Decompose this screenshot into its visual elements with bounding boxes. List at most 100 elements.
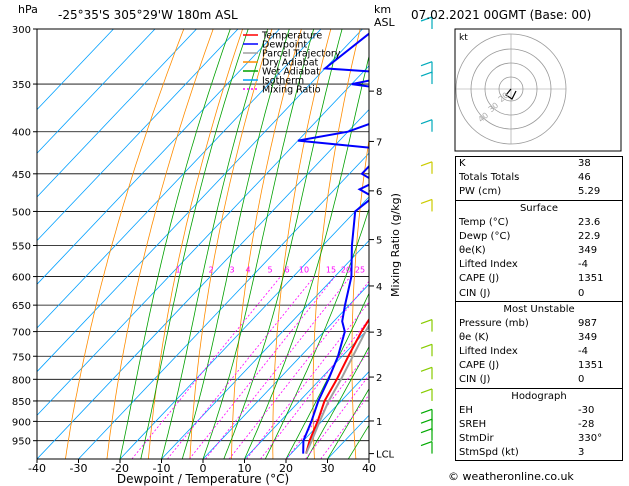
wet-adiabat	[306, 345, 369, 459]
km-tick-label: 2	[376, 373, 382, 384]
pressure-tick-label: 750	[12, 352, 31, 363]
isotherm	[37, 108, 369, 459]
wind-barb	[420, 343, 433, 349]
pressure-tick-label: 400	[12, 128, 31, 139]
mixing-ratio-label: 3	[229, 266, 234, 275]
most-unstable-title: Most Unstable	[456, 300, 622, 317]
x-tick-label: 30	[321, 462, 335, 475]
mixing-ratio-label: 20	[341, 266, 351, 275]
row-value: -4	[578, 346, 588, 358]
x-tick-label: -30	[70, 462, 88, 475]
row-value: 38	[578, 158, 591, 169]
isotherm	[78, 152, 369, 459]
mixing-ratio-line	[131, 276, 281, 459]
isotherm	[37, 29, 322, 329]
isotherm	[37, 65, 369, 416]
row-value: 0	[578, 374, 585, 386]
wind-barb	[420, 418, 433, 424]
table-row: Lifted Index -4	[456, 345, 622, 359]
mixing-ratio-line	[228, 280, 369, 459]
km-tick-label: 3	[376, 328, 382, 339]
x-axis-label: Dewpoint / Temperature (°C)	[117, 472, 289, 486]
row-label: SREH	[459, 418, 487, 430]
row-value: 3	[578, 447, 585, 459]
wind-barb	[420, 61, 433, 67]
row-value: 330°	[578, 433, 603, 444]
pressure-tick-label: 450	[12, 170, 31, 181]
row-label: Temp (°C)	[459, 216, 509, 228]
row-label: CIN (J)	[459, 374, 491, 386]
isotherm	[37, 29, 156, 154]
wet-adiabat	[181, 29, 290, 459]
row-label: StmSpd (kt)	[459, 447, 519, 459]
table-row: Lifted Index -4	[456, 258, 622, 272]
row-label: CAPE (J)	[459, 360, 500, 372]
series-parcel-trajectory	[305, 323, 369, 454]
legend-entry: Isotherm	[262, 76, 304, 87]
table-row: CAPE (J) 1351	[456, 359, 622, 373]
table-row: Temp (°C) 23.6	[456, 216, 622, 230]
mixing-ratio-line	[260, 318, 369, 459]
table-row: θe (K) 349	[456, 331, 622, 345]
row-label: Totals Totals	[459, 172, 520, 184]
pressure-tick-label: 500	[12, 207, 31, 218]
x-tick-label: -40	[28, 462, 46, 475]
row-label: Lifted Index	[459, 259, 518, 271]
x-tick-label: -10	[153, 462, 171, 475]
km-tick-label: LCL	[376, 450, 395, 461]
table-row: StmSpd (kt) 3	[456, 446, 622, 460]
wind-barb	[420, 319, 433, 325]
table-row: Dewp (°C) 22.9	[456, 230, 622, 244]
table-row: SREH -28	[456, 418, 622, 432]
isotherm	[161, 239, 369, 459]
mixing-ratio-line	[246, 301, 369, 459]
wind-barb	[420, 441, 433, 447]
row-value: 349	[578, 244, 598, 256]
hodograph-trace	[505, 88, 517, 100]
wind-barbs	[420, 16, 433, 454]
mixing-ratio-line	[320, 394, 369, 459]
wind-barb	[420, 119, 433, 125]
hpa-label: hPa	[18, 3, 38, 16]
row-label: Dewp (°C)	[459, 230, 511, 242]
wind-barb	[420, 408, 433, 414]
mixing-ratio-label: 15	[326, 266, 336, 275]
wind-barb	[420, 16, 433, 22]
isotherm	[37, 29, 280, 285]
row-value: 22.9	[578, 230, 601, 242]
wet-adiabat	[327, 387, 369, 459]
row-value: 5.29	[578, 186, 601, 198]
mixing-ratio-line	[167, 276, 315, 459]
legend-entry: Dry Adiabat	[262, 58, 319, 69]
pressure-tick-label: 300	[12, 25, 31, 36]
mixing-ratio-label: 1	[175, 266, 180, 275]
table-row: Pressure (mb) 987	[456, 317, 622, 331]
hodograph-frame	[454, 28, 622, 152]
row-value: 349	[578, 331, 598, 343]
dry-adiabat	[272, 29, 332, 459]
row-label: K	[459, 158, 466, 169]
x-tick-label: 10	[238, 462, 252, 475]
table-row: PW (cm) 5.29	[456, 185, 622, 199]
table-row: Totals Totals 46	[456, 171, 622, 185]
legend-entry: Mixing Ratio	[262, 85, 321, 96]
table-row: CIN (J) 0	[456, 373, 622, 387]
y-axis-label-right: Mixing Ratio (g/kg)	[389, 193, 402, 297]
wet-adiabat	[161, 29, 269, 459]
wet-adiabat	[285, 292, 369, 459]
dry-adiabat	[624, 29, 629, 459]
wet-adiabat	[119, 29, 231, 459]
wet-adiabat	[202, 29, 315, 459]
row-label: θe(K)	[459, 244, 486, 256]
row-value: -28	[578, 418, 595, 430]
row-value: -4	[578, 259, 588, 271]
hodograph-title: Hodograph	[456, 387, 622, 404]
legend-entry: Dewpoint	[262, 40, 307, 51]
wind-barb	[420, 198, 433, 205]
row-label: Pressure (mb)	[459, 317, 529, 329]
isotherm	[37, 29, 114, 111]
km-label: km	[374, 3, 392, 16]
row-label: EH	[459, 404, 473, 416]
row-value: 23.6	[578, 216, 601, 228]
